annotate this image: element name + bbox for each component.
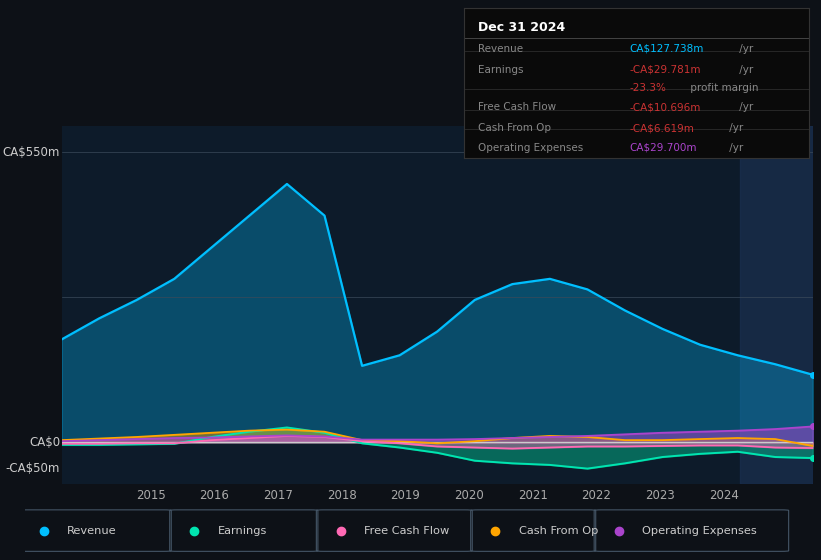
Text: Earnings: Earnings — [218, 526, 267, 535]
Text: /yr: /yr — [726, 143, 743, 153]
Bar — [740, 126, 813, 484]
Text: Operating Expenses: Operating Expenses — [642, 526, 757, 535]
Text: Earnings: Earnings — [478, 65, 523, 75]
Text: /yr: /yr — [736, 102, 753, 113]
Text: Cash From Op: Cash From Op — [478, 123, 551, 133]
Text: profit margin: profit margin — [687, 83, 759, 93]
Text: Cash From Op: Cash From Op — [519, 526, 598, 535]
Text: Free Cash Flow: Free Cash Flow — [478, 102, 556, 113]
Text: CA$127.738m: CA$127.738m — [630, 44, 704, 54]
Text: -CA$10.696m: -CA$10.696m — [630, 102, 701, 113]
Text: /yr: /yr — [736, 65, 753, 75]
Text: /yr: /yr — [736, 44, 753, 54]
Text: CA$29.700m: CA$29.700m — [630, 143, 697, 153]
Text: -CA$6.619m: -CA$6.619m — [630, 123, 695, 133]
Text: -CA$50m: -CA$50m — [6, 462, 60, 475]
Text: Revenue: Revenue — [67, 526, 117, 535]
Text: Free Cash Flow: Free Cash Flow — [365, 526, 449, 535]
Text: /yr: /yr — [726, 123, 743, 133]
Text: Revenue: Revenue — [478, 44, 523, 54]
Text: CA$550m: CA$550m — [2, 146, 60, 159]
Text: CA$0: CA$0 — [29, 436, 60, 449]
Text: -CA$29.781m: -CA$29.781m — [630, 65, 701, 75]
Text: Dec 31 2024: Dec 31 2024 — [478, 21, 565, 34]
Text: Operating Expenses: Operating Expenses — [478, 143, 583, 153]
Text: -23.3%: -23.3% — [630, 83, 667, 93]
